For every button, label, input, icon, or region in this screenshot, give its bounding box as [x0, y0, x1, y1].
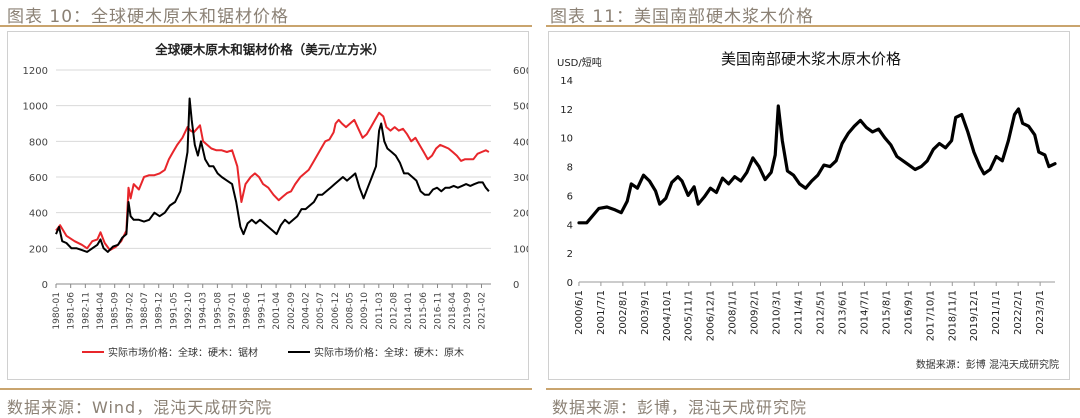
right-x-tick-label: 2021/1/1 — [991, 290, 1002, 335]
left-y-tick-label: 400 — [29, 209, 48, 220]
right-series-pulpwood-line — [577, 104, 1057, 225]
left-y2-tick-label: 300 — [513, 173, 528, 184]
left-x-tick-label: 1997-01 — [228, 292, 238, 330]
left-y2-tick-label: 400 — [513, 137, 528, 148]
right-x-tick-label: 2000/6/1 — [574, 290, 585, 335]
left-x-tick-label: 2015-06 — [419, 292, 429, 330]
left-x-tick-label: 2012-08 — [389, 292, 399, 330]
left-x-tick-label: 1980-01 — [52, 292, 62, 330]
left-source: 数据来源：Wind，混沌天成研究院 — [7, 398, 273, 417]
left-x-tick-label: 2006-12 — [331, 292, 341, 330]
right-source: 数据来源：彭博，混沌天成研究院 — [552, 398, 808, 417]
left-title-rule — [0, 25, 532, 27]
left-x-tick-label: 2004-02 — [301, 292, 311, 330]
right-figure-title: 图表 11：美国南部硬木浆木价格 — [550, 7, 815, 27]
right-x-tick-label: 2023/3/1 — [1035, 290, 1046, 335]
right-y-tick-label: 8 — [567, 163, 573, 174]
right-x-tick-label: 2013/6/1 — [837, 290, 848, 335]
legend-label-lumber: 实际市场价格：全球：硬木：锯材 — [108, 346, 258, 359]
right-x-tick-label: 2010/3/1 — [772, 290, 783, 335]
right-y-tick-label: 6 — [567, 191, 573, 202]
left-x-tick-label: 2009-10 — [360, 292, 370, 330]
left-y-tick-label: 1200 — [23, 66, 48, 77]
left-x-tick-label: 1991-05 — [169, 292, 179, 330]
right-x-tick-label: 2012/5/1 — [816, 290, 827, 335]
left-y2-tick-label: 200 — [513, 209, 528, 220]
left-y-tick-label: 200 — [29, 244, 48, 255]
right-x-tick-label: 2001/7/1 — [596, 290, 607, 335]
right-x-tick-label: 2017/10/1 — [925, 290, 936, 341]
left-bottom-rule — [0, 388, 532, 390]
left-series-log-line — [55, 97, 490, 253]
left-x-tick-label: 2011-03 — [375, 292, 385, 330]
left-y-tick-label: 800 — [29, 137, 48, 148]
left-x-tick-label: 1982-11 — [81, 292, 91, 330]
right-bottom-rule — [546, 388, 1080, 390]
right-chart-title: 美国南部硬木浆木原木价格 — [721, 50, 901, 68]
right-x-tick-label: 2004/10/1 — [662, 290, 673, 341]
left-y2-tick-label: 100 — [513, 244, 528, 255]
right-x-tick-label: 2019/12/1 — [969, 290, 980, 341]
right-x-tick-label: 2008/1/1 — [728, 290, 739, 335]
left-x-tick-label: 1981-06 — [67, 292, 77, 330]
left-x-tick-label: 2001-04 — [272, 292, 282, 330]
left-x-tick-label: 1994-03 — [199, 292, 209, 330]
left-y-tick-label: 600 — [29, 173, 48, 184]
right-x-tick-label: 2011/4/1 — [794, 290, 805, 335]
left-chart-panel: 全球硬木原木和锯材价格（美元/立方米） 0 200 400 600 800 1000 120… — [7, 31, 533, 380]
left-chart-title: 全球硬木原木和锯材价格（美元/立方米） — [154, 42, 385, 57]
right-y-tick-label: 0 — [567, 278, 573, 289]
left-x-tick-label: 1985-09 — [111, 292, 121, 330]
left-x-tick-label: 2002-09 — [287, 292, 297, 330]
right-chart-panel: 美国南部硬木浆木原木价格 USD/短吨 0 2 4 6 8 10 12 14 2000/6/1… — [548, 31, 1070, 380]
right-y-tick-label: 4 — [567, 220, 573, 231]
left-chart: 全球硬木原木和锯材价格（美元/立方米） 02004006008001000120… — [23, 42, 533, 359]
right-x-tick-label: 2016/9/1 — [903, 290, 914, 335]
right-y-tick-label: 10 — [560, 134, 573, 145]
left-x-tick-label: 2016-11 — [433, 292, 443, 330]
right-source-note: 数据来源：彭博 混沌天成研究院 — [916, 358, 1059, 371]
right-y-unit: USD/短吨 — [557, 56, 602, 69]
left-x-tick-label: 1989-12 — [155, 292, 165, 330]
right-y-tick-label: 2 — [567, 249, 573, 260]
right-x-tick-label: 2003/9/1 — [640, 290, 651, 335]
right-y-tick-label: 14 — [560, 76, 573, 87]
left-x-tick-label: 2008-05 — [345, 292, 355, 330]
left-x-tick-label: 2021-02 — [478, 292, 488, 330]
left-figure-title: 图表 10：全球硬木原木和锯材价格 — [7, 7, 290, 27]
right-chart: 美国南部硬木浆木原木价格 USD/短吨 0 2 4 6 8 10 12 14 2000/6/1… — [557, 50, 1059, 371]
right-x-tick-label: 2002/8/1 — [618, 290, 629, 335]
left-x-tick-label: 2018-04 — [448, 292, 458, 330]
left-x-tick-label: 1988-07 — [140, 292, 150, 330]
left-x-tick-label: 1992-10 — [184, 292, 194, 330]
left-y-tick-label: 0 — [42, 280, 48, 291]
left-y2-tick-label: 500 — [513, 102, 528, 113]
right-title-rule — [546, 25, 1080, 27]
right-x-tick-label: 2015/8/1 — [881, 290, 892, 335]
left-y2-tick-label: 0 — [513, 280, 519, 291]
left-x-tick-label: 1984-04 — [96, 292, 106, 330]
left-y-tick-label: 1000 — [23, 102, 48, 113]
left-series-lumber-line — [55, 111, 490, 252]
right-x-tick-label: 2009/2/1 — [750, 290, 761, 335]
right-x-tick-label: 2014/7/1 — [859, 290, 870, 335]
right-x-tick-label: 2018/11/1 — [947, 290, 958, 341]
left-x-tick-label: 2014-01 — [404, 292, 414, 330]
legend-label-log: 实际市场价格：全球：硬木：原木 — [314, 346, 464, 359]
right-x-tick-label: 2006/12/1 — [706, 290, 717, 341]
right-y-tick-label: 12 — [560, 105, 573, 116]
left-x-tick-label: 2005-07 — [316, 292, 326, 330]
left-x-tick-label: 2019-09 — [463, 292, 473, 330]
left-x-tick-label: 1995-08 — [213, 292, 223, 330]
left-x-tick-label: 1998-06 — [243, 292, 253, 330]
left-x-tick-label: 1999-11 — [257, 292, 267, 330]
left-y2-tick-label: 600 — [513, 66, 528, 77]
right-x-tick-label: 2005/11/1 — [684, 290, 695, 341]
left-x-tick-label: 1987-02 — [125, 292, 135, 330]
right-x-tick-label: 2022/2/1 — [1013, 290, 1024, 335]
